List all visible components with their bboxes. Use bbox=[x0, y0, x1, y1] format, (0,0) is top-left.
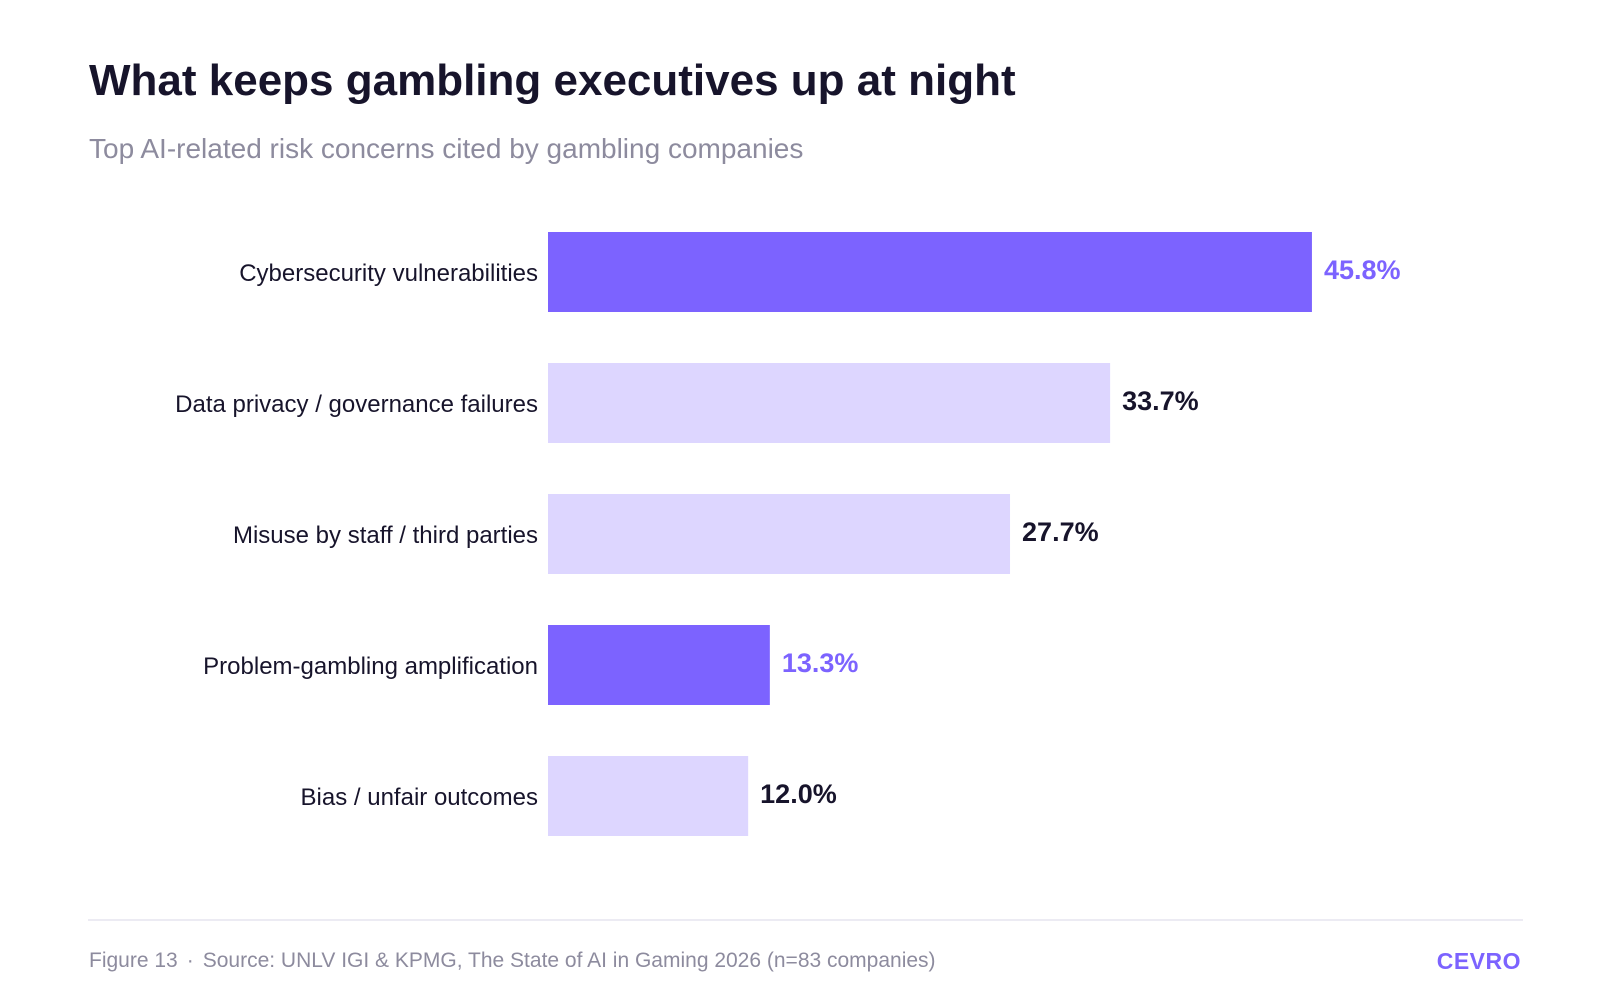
figure-number: Figure 13 bbox=[89, 949, 178, 972]
value-label: 45.8% bbox=[1324, 255, 1401, 285]
value-label: 27.7% bbox=[1022, 517, 1099, 547]
bar bbox=[548, 494, 1011, 574]
value-label: 13.3% bbox=[782, 648, 859, 678]
chart-title: What keeps gambling executives up at nig… bbox=[89, 56, 1016, 105]
footer-separator: · bbox=[186, 949, 194, 972]
category-label: Cybersecurity vulnerabilities bbox=[239, 260, 538, 287]
category-label: Bias / unfair outcomes bbox=[301, 784, 538, 811]
chart-subtitle: Top AI-related risk concerns cited by ga… bbox=[89, 133, 804, 164]
category-label: Misuse by staff / third parties bbox=[233, 522, 538, 549]
brand-logo: CEVRO bbox=[1436, 948, 1521, 974]
footer-divider bbox=[88, 919, 1523, 921]
source-text: Source: UNLV IGI & KPMG, The State of AI… bbox=[202, 949, 936, 972]
bar bbox=[548, 625, 770, 705]
category-label: Data privacy / governance failures bbox=[175, 391, 538, 418]
bar bbox=[548, 232, 1312, 312]
bar bbox=[548, 363, 1111, 443]
value-label: 12.0% bbox=[760, 779, 837, 809]
category-label: Problem-gambling amplification bbox=[203, 653, 538, 680]
bar-chart: Cybersecurity vulnerabilities 45.8% Data p… bbox=[175, 232, 1401, 836]
value-label: 33.7% bbox=[1122, 386, 1199, 416]
footer-source: Figure 13 · Source: UNLV IGI & KPMG, The S… bbox=[89, 949, 936, 973]
bar bbox=[548, 756, 749, 836]
